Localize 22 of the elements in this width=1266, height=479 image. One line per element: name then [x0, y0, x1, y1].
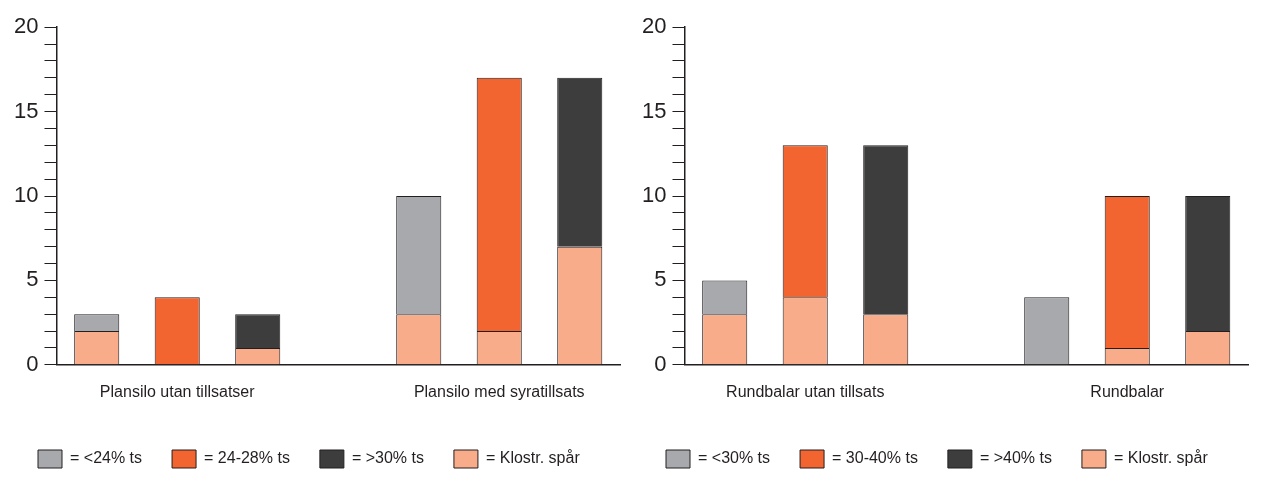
- legend-label: = Klostr. spår: [485, 449, 581, 467]
- legend-label: = 24-28% ts: [204, 449, 290, 467]
- y-tick-label: 5: [654, 266, 667, 292]
- legend-label: = <24% ts: [70, 449, 143, 467]
- y-tick-label: 20: [13, 13, 39, 39]
- y-tick-label: 0: [654, 350, 667, 376]
- x-tick-label: Plansilo utan tillsatser: [99, 382, 256, 400]
- x-tick-label: Rundbalar utan tillsats: [726, 382, 885, 400]
- y-tick-label: 15: [13, 97, 39, 123]
- y-tick-label: 5: [26, 266, 39, 292]
- y-tick-label: 15: [641, 97, 667, 123]
- legend-label: = Klostr. spår: [1113, 449, 1209, 467]
- legend-label: = >30% ts: [351, 449, 424, 467]
- y-tick-label: 0: [26, 350, 39, 376]
- x-tick-label: Plansilo med syratillsats: [413, 382, 585, 400]
- legend-label: = 30-40% ts: [832, 449, 918, 467]
- y-tick-label: 10: [13, 182, 39, 208]
- y-tick-label: 20: [641, 13, 667, 39]
- legend-label: = >40% ts: [979, 449, 1052, 467]
- y-tick-label: 10: [641, 182, 667, 208]
- legend-label: = <30% ts: [698, 449, 771, 467]
- x-tick-label: Rundbalar: [1090, 382, 1165, 400]
